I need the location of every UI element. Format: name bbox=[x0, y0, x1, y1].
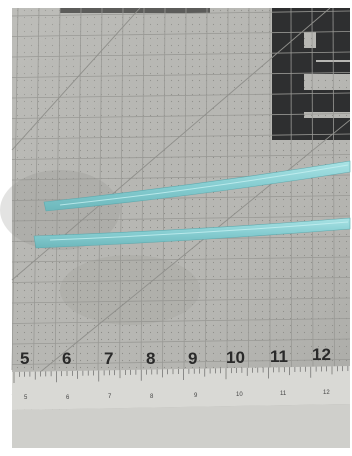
mat-grid-horizontal bbox=[11, 10, 351, 365]
dark-object-top bbox=[60, 8, 210, 13]
grid-line bbox=[11, 7, 19, 371]
grid-line bbox=[290, 7, 292, 371]
grid-line bbox=[11, 338, 351, 345]
grid-line bbox=[11, 256, 351, 263]
dark-grid-squares bbox=[272, 8, 350, 140]
grid-line bbox=[311, 7, 314, 371]
grid-line bbox=[11, 10, 351, 17]
mat-lower-area bbox=[12, 404, 350, 448]
ruler-number: 10 bbox=[236, 392, 243, 398]
ruler-number: 6 bbox=[66, 395, 70, 401]
mat-number: 7 bbox=[104, 349, 113, 368]
ruler-number: 5 bbox=[24, 395, 28, 401]
mat-number: 12 bbox=[312, 345, 331, 364]
grid-line bbox=[76, 7, 82, 371]
grid-line bbox=[11, 133, 351, 140]
grid-line bbox=[11, 72, 351, 78]
ruler: 5 6 7 8 9 10 11 12 bbox=[12, 366, 350, 410]
mat-number: 11 bbox=[270, 347, 288, 366]
grid-line bbox=[11, 359, 351, 365]
ruler-number: 9 bbox=[194, 393, 198, 399]
grid-line bbox=[11, 215, 351, 222]
grid-line bbox=[54, 7, 61, 371]
grid-line bbox=[11, 297, 351, 304]
mat-number: 9 bbox=[188, 349, 197, 368]
mat-number: 10 bbox=[226, 348, 245, 367]
blue-strip-lower bbox=[33, 217, 351, 249]
grid-line bbox=[11, 113, 351, 119]
grid-line bbox=[33, 7, 40, 371]
grid-line bbox=[119, 7, 124, 371]
grid-line bbox=[11, 92, 351, 99]
grid-line bbox=[248, 7, 250, 371]
ruler-number: 7 bbox=[108, 394, 112, 400]
mat-number: 8 bbox=[146, 349, 155, 368]
grid-line bbox=[140, 7, 145, 371]
grid-line bbox=[11, 154, 351, 160]
ruler-number: 12 bbox=[323, 390, 330, 396]
mat-number: 5 bbox=[20, 349, 29, 368]
blue-strip-upper bbox=[43, 160, 351, 212]
grid-line bbox=[11, 277, 351, 283]
grid-line bbox=[97, 7, 103, 371]
grid-line bbox=[11, 318, 351, 324]
grid-line bbox=[11, 51, 351, 58]
grid-line bbox=[332, 7, 335, 371]
ruler-number: 8 bbox=[150, 394, 154, 400]
mat-grid-vertical bbox=[11, 7, 335, 371]
grid-line bbox=[11, 31, 351, 37]
mat-number: 6 bbox=[62, 349, 71, 368]
mat-numbers: 5 6 7 8 9 10 11 12 bbox=[20, 345, 331, 368]
ruler-number: 11 bbox=[280, 391, 287, 397]
